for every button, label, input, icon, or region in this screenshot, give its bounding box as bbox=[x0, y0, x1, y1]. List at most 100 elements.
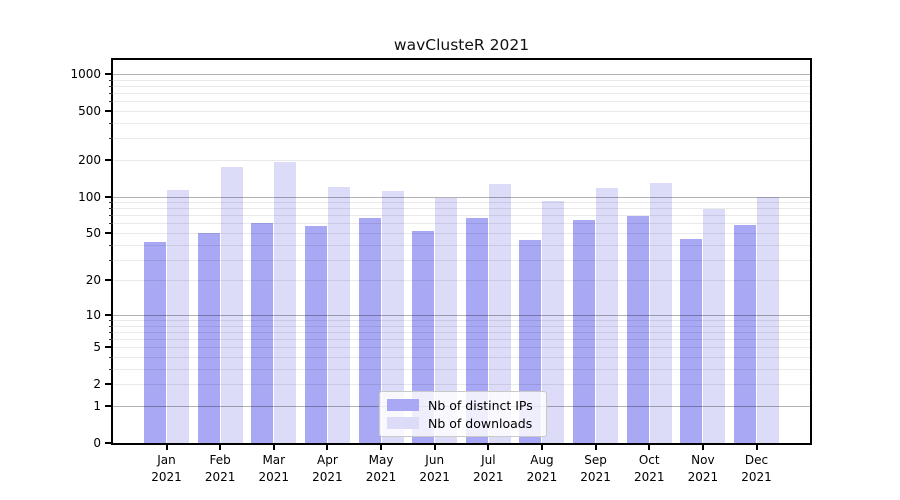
x-tick bbox=[648, 445, 651, 450]
bar-distinct-ips bbox=[144, 242, 166, 443]
y-tick bbox=[105, 73, 113, 75]
x-tick bbox=[540, 445, 543, 450]
x-tick-label: Jun 2021 bbox=[419, 453, 450, 484]
y-tick bbox=[105, 313, 113, 316]
x-tick bbox=[594, 445, 597, 450]
bar-downloads bbox=[327, 187, 350, 443]
plot-area bbox=[113, 60, 810, 443]
y-tick-label: 20 bbox=[85, 273, 101, 288]
x-tick bbox=[433, 445, 436, 450]
major-gridline bbox=[113, 74, 810, 75]
minor-gridline bbox=[113, 208, 810, 210]
bar-distinct-ips bbox=[734, 225, 756, 443]
x-tick-label: Oct 2021 bbox=[633, 453, 665, 484]
y-tick-label: 1 bbox=[93, 398, 101, 413]
bar-downloads bbox=[542, 200, 565, 443]
bar-downloads bbox=[381, 190, 404, 443]
y-minor-tick bbox=[109, 223, 113, 225]
y-minor-tick bbox=[109, 325, 113, 327]
minor-gridline bbox=[113, 202, 810, 204]
minor-gridline bbox=[113, 331, 810, 333]
legend-item-downloads: Nb of downloads bbox=[387, 416, 538, 431]
bar-distinct-ips bbox=[304, 226, 327, 443]
x-tick bbox=[755, 445, 758, 450]
minor-gridline bbox=[113, 93, 810, 95]
y-minor-tick bbox=[109, 122, 113, 124]
bar-downloads bbox=[703, 208, 726, 443]
y-tick-label: 50 bbox=[85, 225, 101, 240]
y-minor-tick bbox=[109, 79, 113, 81]
x-tick bbox=[487, 445, 490, 450]
y-tick bbox=[105, 195, 113, 198]
legend-swatch bbox=[387, 399, 419, 411]
x-tick-label: Jan 2021 bbox=[151, 453, 182, 484]
bar-distinct-ips bbox=[573, 220, 596, 443]
x-tick-label: Aug 2021 bbox=[526, 453, 558, 484]
y-minor-tick bbox=[109, 320, 113, 322]
x-tick bbox=[380, 445, 383, 450]
y-minor-tick bbox=[109, 368, 113, 370]
y-minor-tick bbox=[109, 357, 113, 359]
minor-gridline bbox=[113, 368, 810, 370]
minor-gridline bbox=[113, 280, 810, 282]
y-tick-label: 200 bbox=[78, 152, 101, 167]
y-tick-label: 500 bbox=[78, 103, 101, 118]
x-tick-label: Mar 2021 bbox=[258, 453, 290, 484]
legend: Nb of distinct IPs Nb of downloads bbox=[379, 391, 547, 437]
minor-gridline bbox=[113, 244, 810, 246]
x-tick bbox=[701, 445, 704, 450]
bar-distinct-ips bbox=[251, 223, 274, 443]
x-tick-label: Dec 2021 bbox=[741, 453, 772, 484]
y-minor-tick bbox=[109, 101, 113, 103]
x-tick-label: Nov 2021 bbox=[687, 453, 719, 484]
bar-downloads bbox=[167, 190, 189, 443]
minor-gridline bbox=[113, 110, 810, 112]
x-tick-label: Sep 2021 bbox=[580, 453, 611, 484]
y-minor-tick bbox=[109, 85, 113, 87]
y-tick bbox=[105, 231, 113, 234]
y-tick-label: 5 bbox=[93, 340, 101, 355]
minor-gridline bbox=[113, 138, 810, 140]
x-tick-label: Apr 2021 bbox=[312, 453, 343, 484]
bar-distinct-ips bbox=[680, 238, 703, 443]
bar-downloads bbox=[596, 188, 619, 443]
minor-gridline bbox=[113, 325, 810, 327]
bar-downloads bbox=[757, 196, 779, 443]
minor-gridline bbox=[113, 85, 810, 87]
y-tick bbox=[105, 109, 113, 112]
minor-gridline bbox=[113, 320, 810, 322]
minor-gridline bbox=[113, 79, 810, 81]
legend-label: Nb of distinct IPs bbox=[428, 397, 533, 413]
legend-item-distinct-ips: Nb of distinct IPs bbox=[387, 398, 538, 413]
y-tick bbox=[105, 346, 113, 349]
x-tick bbox=[272, 445, 275, 450]
y-tick bbox=[105, 158, 113, 161]
bar-distinct-ips bbox=[197, 233, 220, 443]
bar-distinct-ips bbox=[412, 230, 435, 443]
y-minor-tick bbox=[109, 138, 113, 140]
legend-label: Nb of downloads bbox=[428, 415, 533, 431]
bar-distinct-ips bbox=[465, 217, 488, 443]
bar-downloads bbox=[488, 183, 511, 443]
y-tick bbox=[105, 383, 113, 386]
x-tick-label: Feb 2021 bbox=[204, 453, 236, 484]
y-tick-label: 10 bbox=[85, 307, 101, 322]
bar-distinct-ips bbox=[358, 218, 381, 443]
y-minor-tick bbox=[109, 244, 113, 246]
y-minor-tick bbox=[109, 202, 113, 204]
y-minor-tick bbox=[109, 339, 113, 341]
bar-distinct-ips bbox=[626, 216, 649, 443]
minor-gridline bbox=[113, 339, 810, 341]
y-tick-label: 2 bbox=[93, 377, 101, 392]
bar-downloads bbox=[274, 162, 297, 443]
y-tick bbox=[105, 442, 113, 444]
minor-gridline bbox=[113, 159, 810, 161]
x-tick-label: Jul 2021 bbox=[473, 453, 504, 484]
x-tick bbox=[219, 445, 222, 450]
minor-gridline bbox=[113, 215, 810, 217]
major-gridline bbox=[113, 196, 810, 198]
bar-downloads bbox=[435, 197, 458, 443]
minor-gridline bbox=[113, 347, 810, 349]
y-minor-tick bbox=[109, 93, 113, 95]
